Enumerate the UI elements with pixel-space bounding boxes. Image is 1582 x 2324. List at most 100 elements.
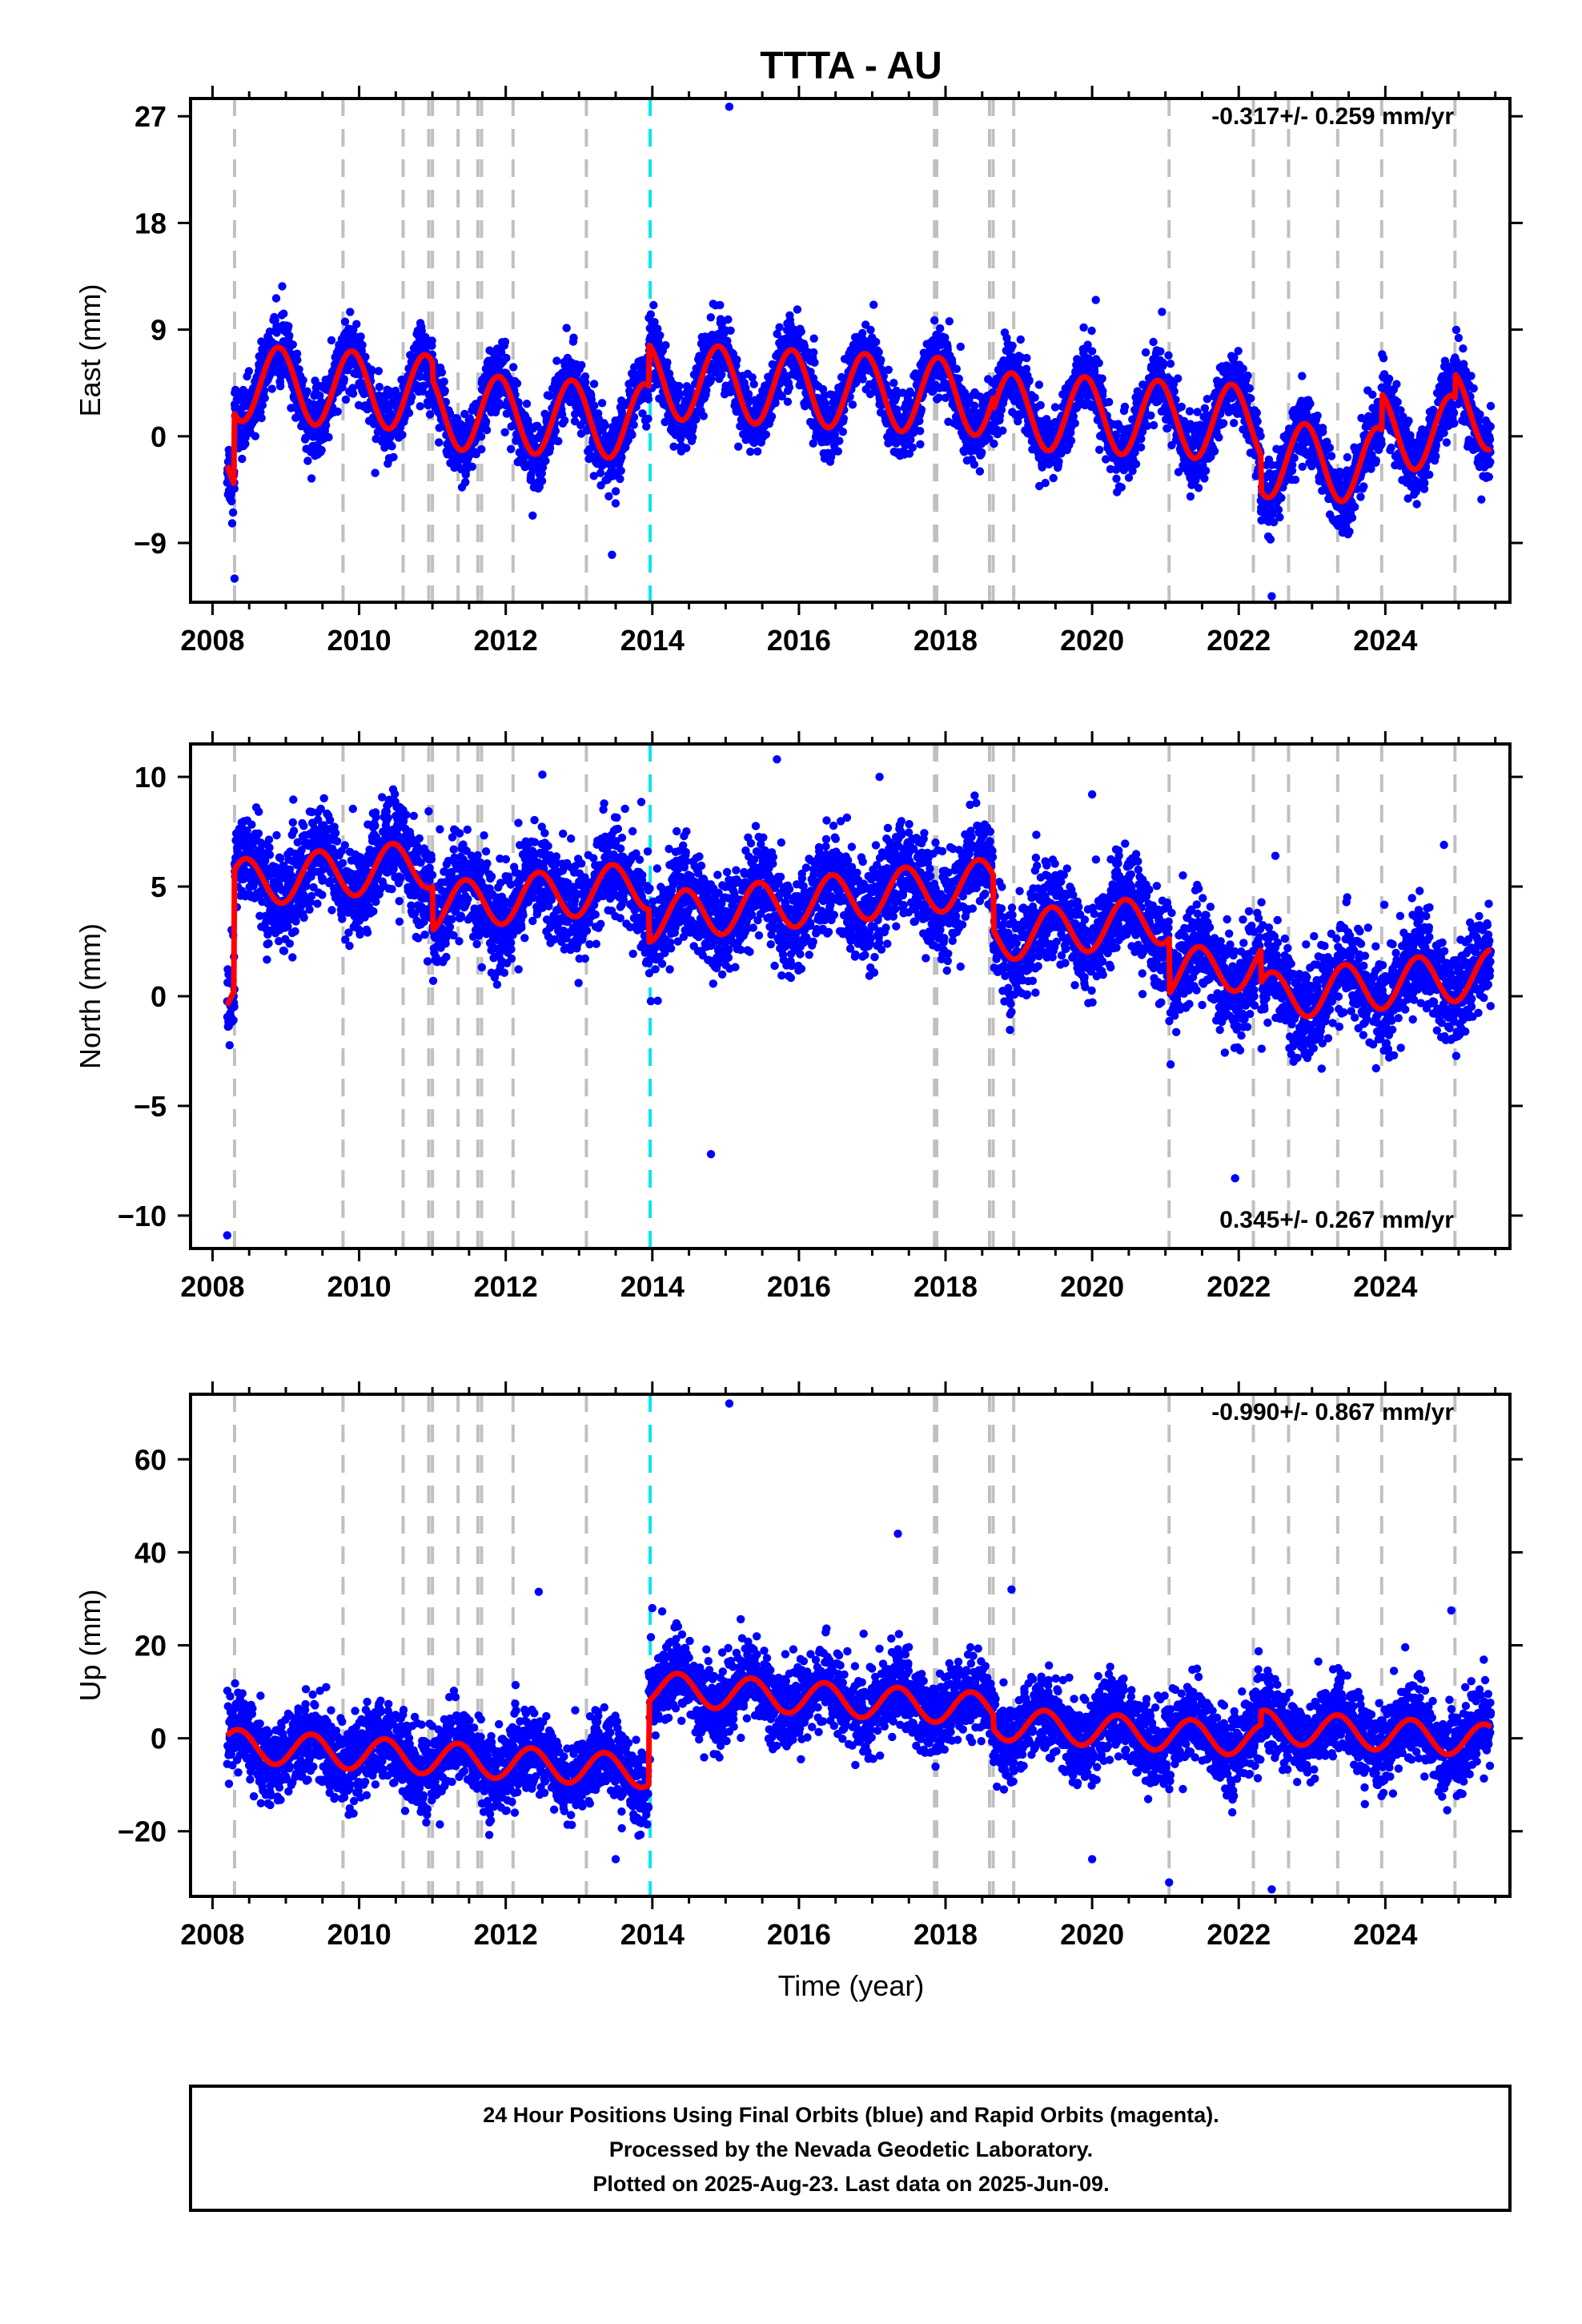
data-point xyxy=(874,348,883,356)
data-point xyxy=(461,477,470,487)
data-point xyxy=(1034,380,1044,389)
data-point xyxy=(315,391,324,400)
data-point xyxy=(339,375,348,384)
data-point xyxy=(356,332,365,341)
data-point xyxy=(1245,384,1255,393)
data-point xyxy=(1200,474,1209,483)
figure-title: TTTA - AU xyxy=(760,45,942,87)
data-point xyxy=(238,454,247,464)
data-point xyxy=(675,381,684,391)
data-point xyxy=(481,417,491,426)
data-point xyxy=(848,400,857,409)
data-point xyxy=(604,492,613,501)
data-point xyxy=(285,331,294,340)
data-point xyxy=(502,353,511,363)
data-point xyxy=(1149,337,1158,347)
data-point xyxy=(1054,457,1063,466)
data-point xyxy=(287,404,295,412)
data-point xyxy=(1306,399,1315,408)
data-point xyxy=(650,318,659,327)
data-point xyxy=(689,423,697,432)
data-point xyxy=(611,487,620,496)
data-point xyxy=(1136,443,1146,452)
data-point xyxy=(916,440,925,448)
data-point xyxy=(514,398,523,407)
data-point xyxy=(1094,359,1103,368)
data-point xyxy=(956,342,966,352)
data-point xyxy=(1049,473,1058,483)
data-point xyxy=(1215,433,1223,442)
data-point xyxy=(748,373,757,382)
data-point xyxy=(496,400,504,410)
data-point xyxy=(371,468,379,477)
data-point xyxy=(1120,402,1130,412)
data-point xyxy=(726,326,735,335)
data-point xyxy=(590,401,599,410)
data-point xyxy=(1247,394,1255,403)
data-point xyxy=(545,444,555,452)
data-point xyxy=(278,282,287,291)
data-point xyxy=(299,376,307,384)
data-point xyxy=(706,313,715,322)
data-point xyxy=(1025,376,1034,384)
data-point xyxy=(577,360,586,370)
data-point xyxy=(500,428,509,436)
data-point xyxy=(375,383,384,392)
data-point xyxy=(702,386,711,395)
data-point xyxy=(733,356,741,364)
data-point xyxy=(279,309,288,318)
data-point xyxy=(293,356,302,364)
data-point xyxy=(545,392,554,400)
data-point xyxy=(1163,424,1172,433)
data-point xyxy=(346,308,355,316)
data-point xyxy=(358,340,367,350)
data-point xyxy=(785,383,794,392)
data-point xyxy=(724,315,733,324)
data-point xyxy=(307,474,316,483)
data-point xyxy=(284,322,293,331)
data-point xyxy=(1087,347,1097,356)
data-point xyxy=(1210,447,1219,456)
data-point xyxy=(327,336,336,345)
data-point xyxy=(1030,393,1039,402)
data-point xyxy=(1185,407,1195,416)
data-point xyxy=(581,378,590,387)
data-point xyxy=(1219,419,1228,428)
data-point xyxy=(978,448,986,457)
data-point xyxy=(340,317,350,326)
data-point xyxy=(425,410,435,419)
data-point xyxy=(1298,462,1307,471)
data-point xyxy=(699,412,708,420)
data-point xyxy=(1131,460,1141,468)
data-point xyxy=(936,324,945,333)
data-point xyxy=(1253,417,1262,426)
data-point xyxy=(809,348,818,357)
data-point xyxy=(1275,513,1284,522)
data-point xyxy=(468,462,476,471)
data-point xyxy=(477,444,486,454)
data-point xyxy=(1274,505,1283,514)
data-point xyxy=(527,470,536,479)
data-point xyxy=(669,442,678,451)
data-point xyxy=(682,444,691,452)
data-point xyxy=(872,337,881,347)
data-point xyxy=(628,430,636,440)
data-point xyxy=(227,519,237,528)
data-point xyxy=(420,381,428,390)
data-point xyxy=(271,294,281,303)
data-point xyxy=(884,365,893,374)
data-point xyxy=(554,436,563,446)
data-point xyxy=(810,358,819,367)
data-point xyxy=(945,317,954,326)
data-point xyxy=(1098,374,1106,383)
data-point xyxy=(387,442,396,451)
data-point xyxy=(916,427,925,436)
data-point xyxy=(437,368,447,377)
data-point xyxy=(552,356,561,365)
data-point xyxy=(288,340,297,349)
data-point xyxy=(560,416,569,425)
data-point xyxy=(537,476,547,485)
data-point xyxy=(838,428,848,436)
data-point xyxy=(954,374,964,384)
data-point xyxy=(227,497,236,506)
